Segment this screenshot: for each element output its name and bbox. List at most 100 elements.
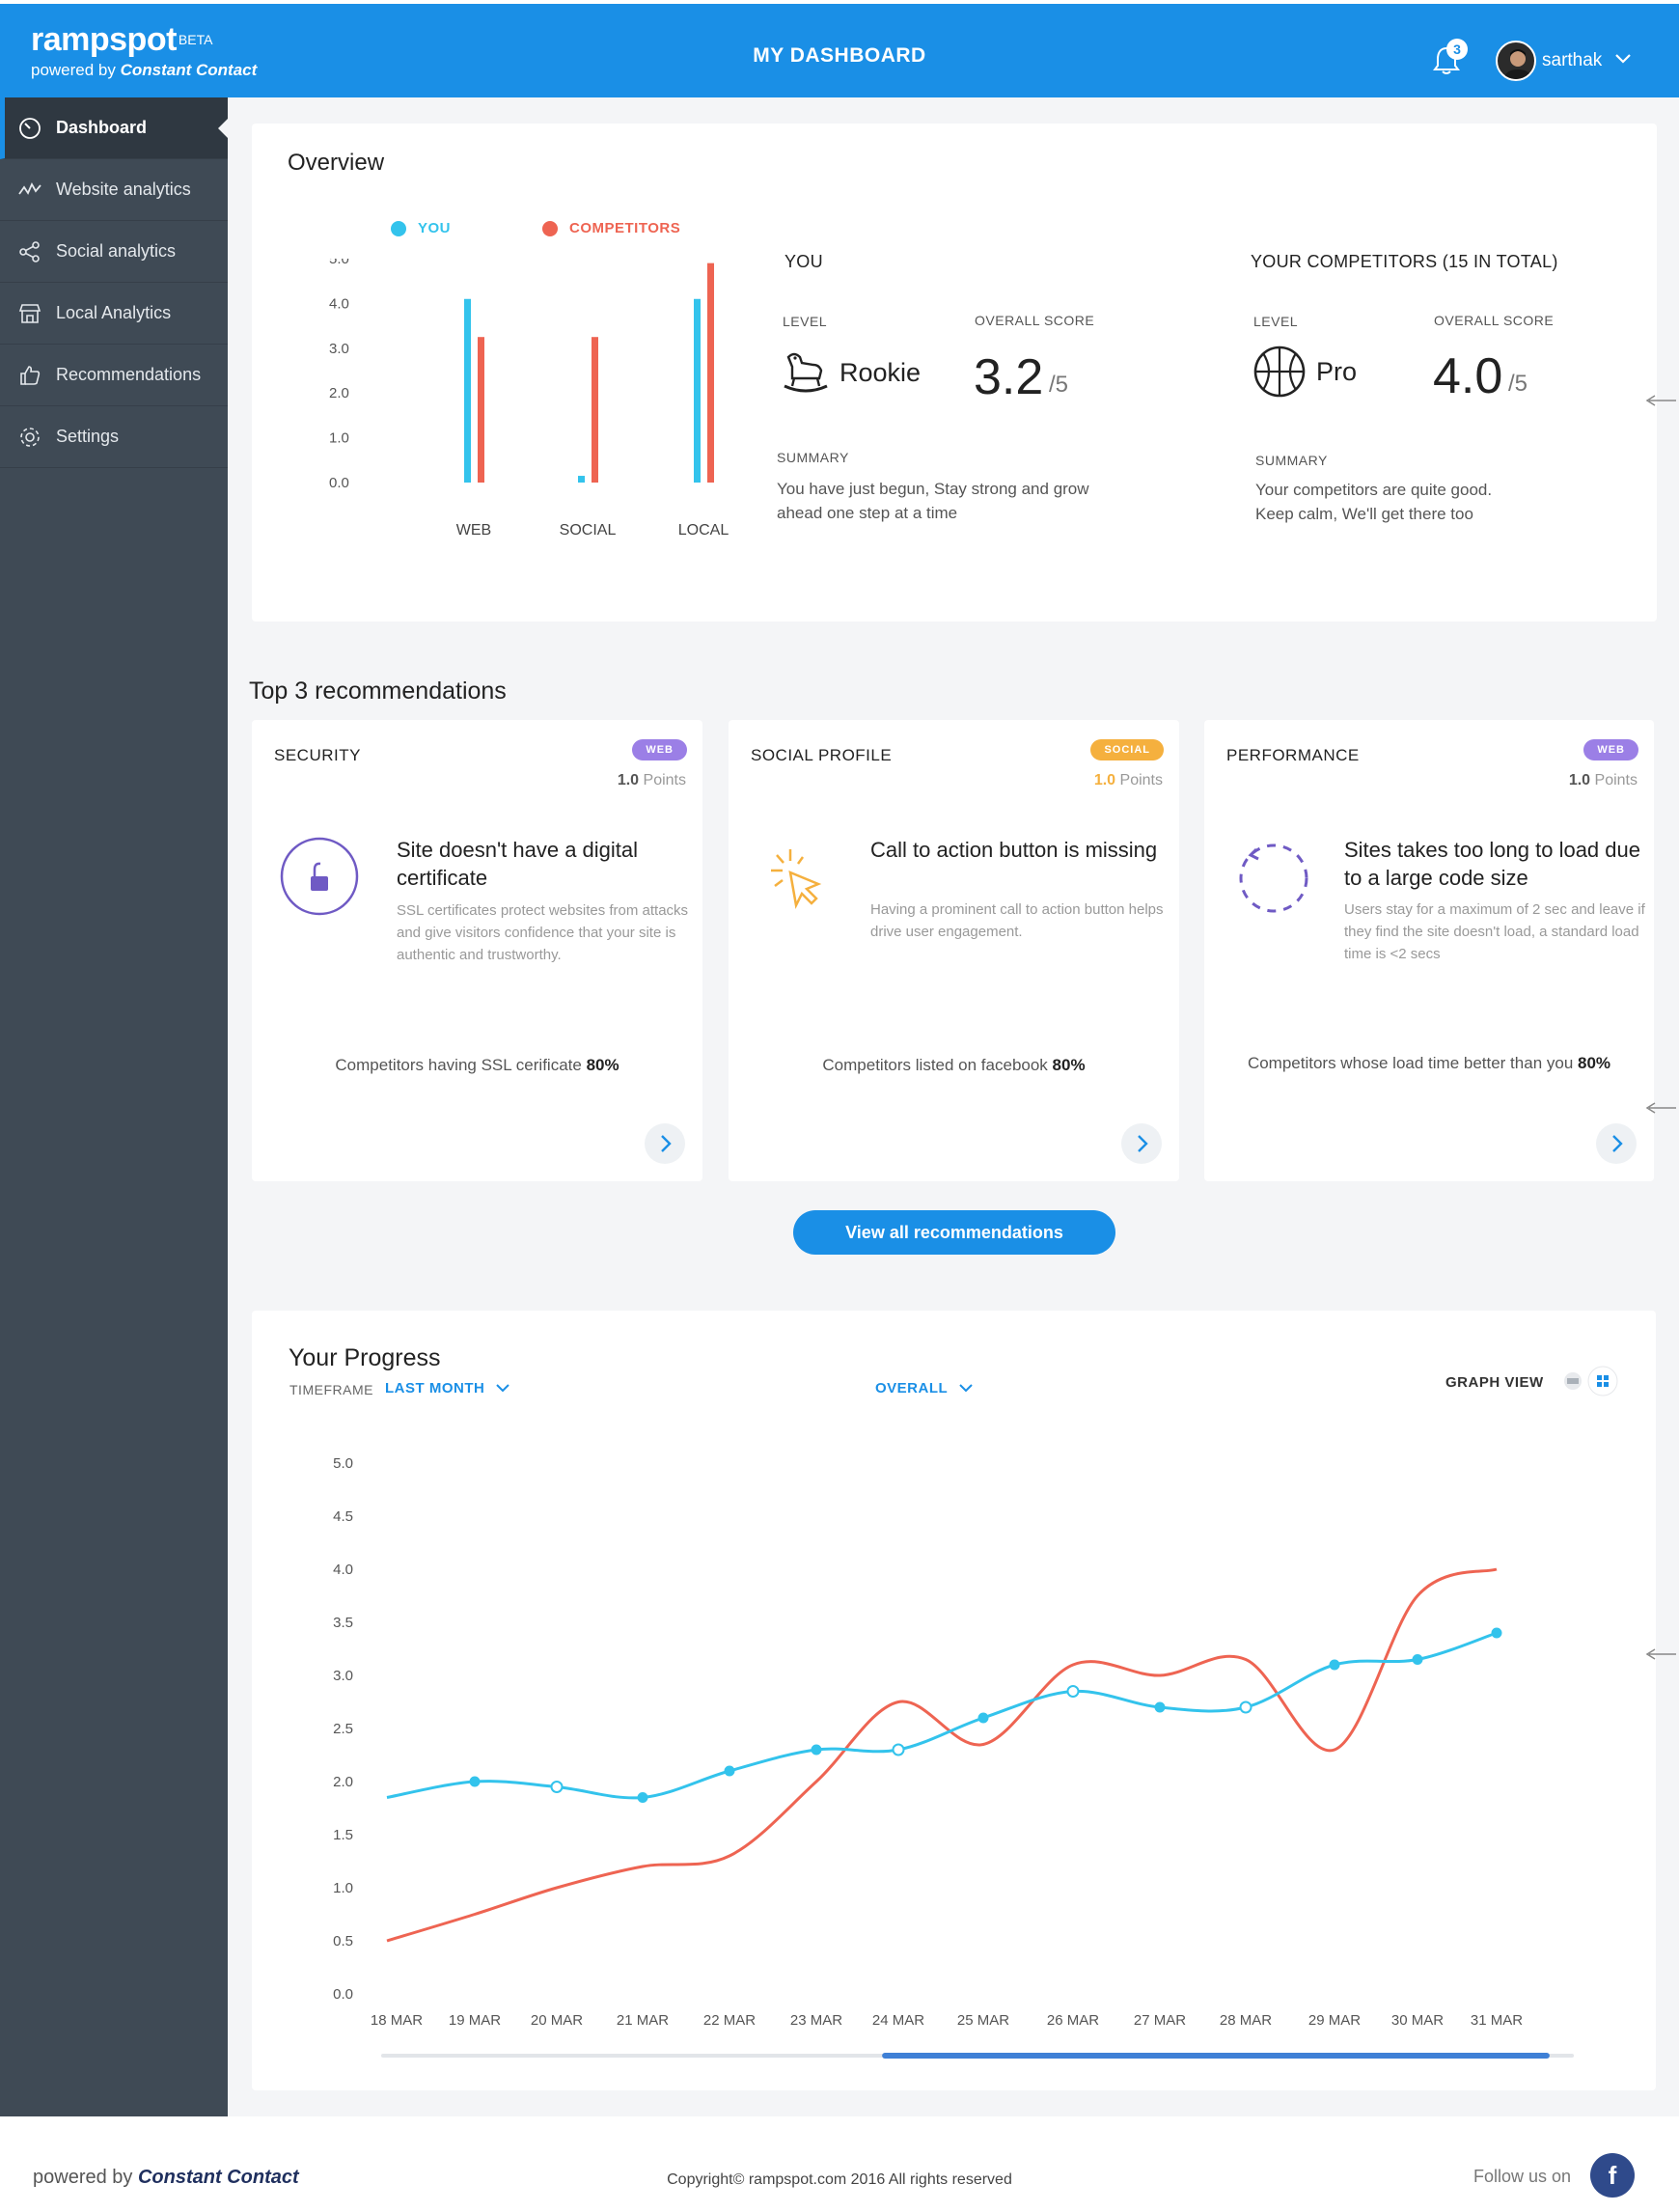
you-summary-line: ahead one step at a time: [777, 504, 958, 522]
rec-title: Call to action button is missing: [870, 838, 1158, 862]
grid-view-icon[interactable]: [1587, 1366, 1618, 1396]
basketball-icon: [1253, 346, 1306, 398]
competitors-score-denominator: /5: [1508, 371, 1528, 397]
sidebar-item-settings[interactable]: Settings: [0, 406, 228, 468]
legend-competitors-label: COMPETITORS: [569, 220, 681, 236]
view-all-recommendations-button[interactable]: View all recommendations: [793, 1210, 1115, 1255]
competitors-summary: Your competitors are quite good. Keep ca…: [1255, 478, 1603, 526]
edge-arrow-icon: [1645, 1648, 1676, 1660]
y-tick-label: 2.0: [329, 385, 349, 401]
view-mode-label: GRAPH VIEW: [1445, 1374, 1544, 1391]
y-tick-label: 5.0: [329, 259, 349, 267]
you-score: 3.2: [974, 349, 1044, 405]
recommendation-card-security: SECURITY WEB 1.0 Points Site doesn't hav…: [252, 720, 702, 1181]
rec-badge: WEB: [1583, 739, 1638, 760]
chevron-down-icon: [496, 1384, 509, 1393]
avatar[interactable]: [1496, 41, 1536, 81]
x-tick-label: 23 MAR: [790, 2012, 842, 2029]
x-tick-label: 19 MAR: [449, 2012, 501, 2029]
sidebar-item-dashboard[interactable]: Dashboard: [0, 97, 228, 159]
overview-title: Overview: [288, 150, 385, 176]
unlock-icon: [280, 837, 359, 916]
logo-powered-by: powered by Constant Contact: [31, 61, 257, 80]
legend-you-label: YOU: [418, 220, 452, 236]
competitors-score-label: OVERALL SCORE: [1434, 313, 1555, 328]
rec-points: 1.0 Points: [1569, 772, 1638, 789]
you-summary: You have just begun, Stay strong and gro…: [777, 477, 1143, 525]
x-tick-label: 30 MAR: [1391, 2012, 1444, 2029]
chevron-down-icon: [958, 1384, 973, 1393]
rec-category: SECURITY: [274, 746, 361, 764]
footer-powered-prefix: powered by: [33, 2167, 133, 2188]
sidebar-item-label: Local Analytics: [56, 303, 172, 322]
progress-title: Your Progress: [289, 1344, 441, 1371]
rec-stat: Competitors listed on facebook 80%: [729, 1056, 1179, 1075]
y-tick-label: 3.5: [333, 1615, 353, 1631]
gauge-icon: [19, 117, 41, 139]
username[interactable]: sarthak: [1542, 50, 1603, 70]
data-point: [550, 1781, 564, 1793]
sidebar-item-label: Website analytics: [56, 180, 191, 199]
chevron-right-icon: [1612, 1135, 1623, 1152]
sidebar-item-social-analytics[interactable]: Social analytics: [0, 221, 228, 283]
rec-stat-text: Competitors whose load time better than …: [1247, 1054, 1574, 1072]
rec-points-value: 1.0: [1093, 772, 1116, 788]
rec-points: 1.0 Points: [618, 772, 686, 789]
y-tick-label: 0.0: [333, 1986, 353, 2003]
x-tick-label: 27 MAR: [1134, 2012, 1186, 2029]
edge-arrow-icon: [1645, 1102, 1676, 1114]
pulse-icon: [18, 181, 41, 195]
competitors-heading: YOUR COMPETITORS (15 IN TOTAL): [1251, 252, 1558, 271]
cursor-click-icon: [771, 849, 822, 909]
data-point: [1154, 1701, 1166, 1713]
bar-competitors: [592, 337, 598, 483]
logo-text: rampspot: [31, 21, 177, 58]
logo-powered-prefix: powered by: [31, 61, 116, 79]
sidebar-item-label: Dashboard: [56, 118, 148, 137]
bar-you: [694, 298, 701, 483]
x-tick-label: 25 MAR: [957, 2012, 1009, 2029]
competitors-summary-line: Your competitors are quite good.: [1255, 481, 1493, 499]
facebook-icon[interactable]: f: [1590, 2153, 1635, 2198]
rec-stat-value: 80%: [1578, 1054, 1611, 1072]
rec-next-button[interactable]: [645, 1123, 685, 1164]
progress-line-chart: 0.0 0.5 1.0 1.5 2.0 2.5 3.0 3.5 4.0 4.5 5.0 18 MAR 1…: [333, 1455, 1574, 2059]
rec-description: Having a prominent call to action button…: [870, 901, 1164, 940]
data-point: [1066, 1685, 1080, 1698]
metric-dropdown[interactable]: OVERALL: [875, 1380, 974, 1396]
x-tick-label: LOCAL: [678, 522, 729, 539]
progress-card: 0.0 0.5 1.0 1.5 2.0 2.5 3.0 3.5 4.0 4.5 5.0 18 MAR 1…: [252, 1311, 1656, 2090]
data-point: [724, 1765, 735, 1777]
data-point: [1239, 1700, 1252, 1714]
sidebar-item-website-analytics[interactable]: Website analytics: [0, 159, 228, 221]
rec-next-button[interactable]: [1596, 1123, 1637, 1164]
recommendation-card-social-profile: SOCIAL PROFILE SOCIAL 1.0 Points Call to…: [729, 720, 1179, 1181]
rec-title: Site doesn't have a digital certificate: [397, 838, 639, 890]
competitors-summary-line: Keep calm, We'll get there too: [1255, 505, 1473, 523]
top-bar: rampspot BETA powered by Constant Contact…: [0, 0, 1679, 97]
edge-arrow-icon: [1645, 395, 1676, 406]
follow-us-label: Follow us on: [1473, 2167, 1572, 2186]
chevron-down-icon[interactable]: [1613, 52, 1633, 66]
sidebar-item-local-analytics[interactable]: Local Analytics: [0, 283, 228, 345]
rampspot-logo[interactable]: rampspot BETA powered by Constant Contact: [31, 21, 257, 80]
chevron-right-icon: [1138, 1135, 1148, 1152]
footer: powered by Constant Contact Copyright© r…: [0, 2116, 1679, 2212]
copyright-text: Copyright© rampspot.com 2016 All rights …: [667, 2171, 1012, 2188]
series-line-you: [386, 1631, 1498, 1800]
x-tick-label: 21 MAR: [617, 2012, 669, 2029]
x-tick-label: 18 MAR: [371, 2012, 423, 2029]
timeframe-value: LAST MONTH: [385, 1380, 485, 1396]
footer-powered-by: powered by Constant Contact: [33, 2167, 299, 2189]
x-tick-label: SOCIAL: [560, 522, 617, 539]
data-point: [1329, 1659, 1340, 1671]
sidebar-item-recommendations[interactable]: Recommendations: [0, 345, 228, 406]
rec-stat: Competitors having SSL cerificate 80%: [252, 1056, 702, 1075]
x-tick-label: 20 MAR: [531, 2012, 583, 2029]
rec-next-button[interactable]: [1121, 1123, 1162, 1164]
x-tick-label: 26 MAR: [1047, 2012, 1099, 2029]
list-view-icon[interactable]: [1562, 1370, 1583, 1392]
timeframe-dropdown[interactable]: LAST MONTH: [385, 1380, 510, 1396]
footer-powered-brand[interactable]: Constant Contact: [137, 2167, 299, 2188]
rec-points-label: Points: [1119, 772, 1163, 788]
